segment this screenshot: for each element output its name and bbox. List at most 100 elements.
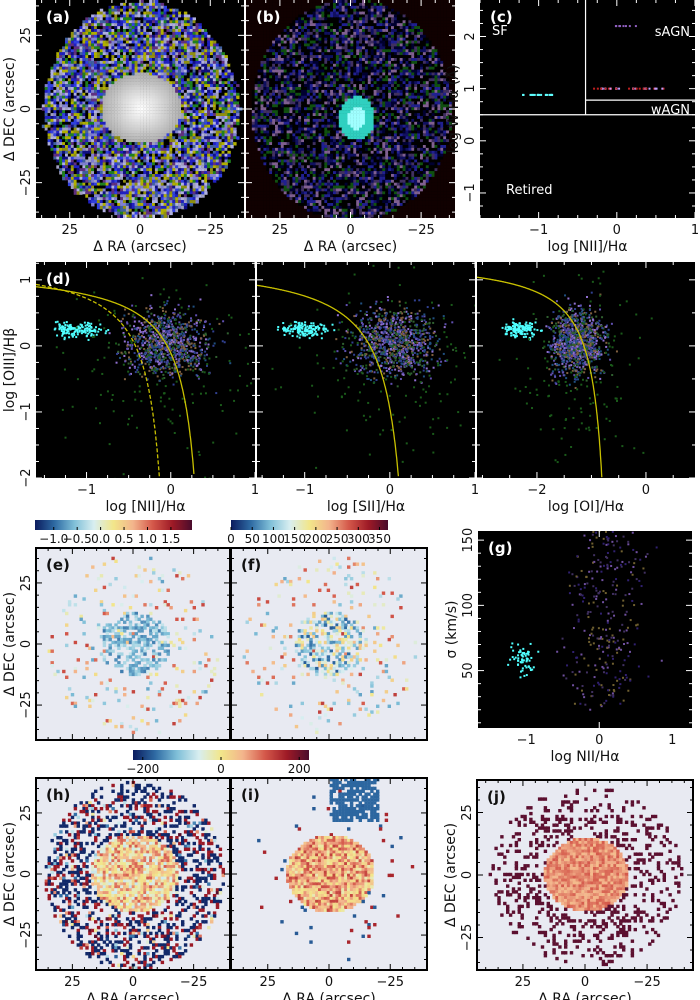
- x-tick-label: 25: [259, 975, 276, 990]
- y-axis-label: log W Hα (Å): [445, 65, 462, 154]
- x-tick-label: −1: [77, 483, 96, 498]
- region-label-sf: SF: [492, 24, 508, 39]
- colorbar-h: −200 0 200: [126, 750, 311, 776]
- region-label-wagn: wAGN: [651, 103, 690, 118]
- x-tick-label: 0: [595, 733, 603, 748]
- colorbar-tick-label: 200: [288, 762, 311, 776]
- panel-c-image: [480, 0, 695, 218]
- colorbar-tick-label: 150: [283, 532, 306, 546]
- panel-d1: −1 0 1 −2 −1 0 1 log [NII]/Hα log [OIII]/Hβ (d): [2, 262, 259, 515]
- y-tick-label: 25: [19, 805, 34, 822]
- panel-b-image: [246, 0, 455, 218]
- y-axis-label: Δ DEC (arcsec): [443, 823, 459, 927]
- panel-frame: [478, 531, 692, 728]
- x-tick-label: 0: [581, 975, 589, 990]
- x-tick-label: 0: [386, 483, 394, 498]
- y-axis-label: Δ DEC (arcsec): [2, 57, 18, 161]
- x-tick-label: 0: [129, 975, 137, 990]
- colorbar-tick-label: 1.0: [138, 532, 157, 546]
- colorbar-tick-label: 0.5: [114, 532, 133, 546]
- y-tick-label: −25: [460, 924, 475, 951]
- x-tick-label: 1: [471, 483, 479, 498]
- x-axis-label: log NII/Hα: [551, 749, 620, 765]
- x-tick-label: 0: [642, 483, 650, 498]
- y-tick-label: 0: [463, 137, 478, 145]
- panel-label: (c): [490, 8, 513, 26]
- panel-label: (d): [46, 270, 70, 288]
- x-axis-label: log [NII]/Hα: [548, 239, 628, 255]
- panel-a: 25 0 −25 −25 0 25 Δ RA (arcsec) Δ DEC (arcsec) (…: [2, 0, 244, 255]
- panel-h-image: [36, 778, 230, 970]
- x-tick-label: −1: [529, 223, 548, 238]
- colorbar-tick-label: 250: [326, 532, 349, 546]
- colorbar-tick-label: 0: [217, 762, 225, 776]
- x-axis-label: Δ RA (arcsec): [304, 239, 397, 255]
- x-axis-label: Δ RA (arcsec): [282, 991, 375, 1000]
- colorbar-tick-label: −1.0: [39, 532, 68, 546]
- x-tick-label: 0: [613, 223, 621, 238]
- panel-label: (g): [488, 539, 512, 557]
- x-tick-label: 0: [167, 483, 175, 498]
- y-axis-label: Δ DEC (arcsec): [2, 592, 18, 696]
- x-tick-label: −25: [180, 975, 207, 990]
- colorbar-tick-label: 1.5: [161, 532, 180, 546]
- y-tick-label: −1: [463, 183, 478, 202]
- panel-frame: [246, 0, 455, 218]
- colorbar-tick-label: 350: [368, 532, 391, 546]
- panel-d3: −2 0 log [OI]/Hα: [476, 262, 695, 515]
- panel-a-image: [36, 0, 244, 218]
- panel-frame: [477, 262, 695, 478]
- x-tick-label: −25: [377, 975, 404, 990]
- y-tick-label: 0: [19, 640, 34, 648]
- x-tick-label: −25: [197, 223, 224, 238]
- panel-label: (b): [256, 8, 280, 26]
- x-axis-label: Δ RA (arcsec): [93, 239, 186, 255]
- x-tick-label: 0: [346, 223, 354, 238]
- y-tick-label: 1: [463, 85, 478, 93]
- y-tick-label: −25: [19, 921, 34, 948]
- panel-frame: [257, 262, 475, 478]
- panel-d2-image: [257, 262, 475, 478]
- y-tick-label: −2: [19, 468, 34, 487]
- y-tick-label: 150: [461, 528, 476, 553]
- y-tick-label: 0: [19, 105, 34, 113]
- y-axis-label: σ (km/s): [444, 600, 460, 658]
- y-tick-label: 50: [461, 662, 476, 679]
- y-axis-label: Δ DEC (arcsec): [2, 822, 18, 926]
- colorbar-tick-label: −200: [126, 762, 159, 776]
- panel-label: (i): [241, 786, 260, 804]
- y-tick-label: 25: [460, 804, 475, 821]
- colorbar-tick-label: −0.5: [63, 532, 92, 546]
- y-tick-label: 25: [19, 575, 34, 592]
- panel-h: 25 0 −25 −25 0 25 Δ RA (arcsec) Δ DEC (arcsec) (…: [2, 777, 231, 1000]
- colorbar-tick-label: 0.0: [91, 532, 110, 546]
- x-axis-label: log [NII]/Hα: [106, 499, 186, 515]
- x-tick-label: 0: [325, 975, 333, 990]
- colorbar-tick-label: 50: [245, 532, 260, 546]
- y-tick-label: −25: [19, 169, 34, 196]
- x-tick-label: 25: [64, 975, 81, 990]
- y-tick-label: 0: [19, 870, 34, 878]
- y-tick-label: −25: [19, 691, 34, 718]
- panel-j: 25 0 −25 −25 0 25 Δ RA (arcsec) Δ DEC (arcsec) (…: [443, 779, 694, 1000]
- panel-g-image: [478, 531, 692, 728]
- colorbar-tick-label: 0: [227, 532, 235, 546]
- colorbar-gradient: [133, 750, 309, 760]
- panel-label: (j): [487, 788, 506, 806]
- x-tick-label: 0: [136, 223, 144, 238]
- panel-label: (h): [46, 786, 70, 804]
- x-tick-label: 1: [251, 483, 259, 498]
- y-tick-label: 100: [461, 593, 476, 618]
- panel-e: −25 0 25Δ DEC (arcsec) (e): [2, 547, 231, 741]
- colorbar-gradient: [35, 520, 192, 530]
- panel-d3-image: [477, 262, 695, 478]
- y-tick-label: 1: [19, 276, 34, 284]
- x-tick-label: 1: [691, 223, 699, 238]
- region-label-retired: Retired: [506, 183, 552, 198]
- panel-label: (f): [241, 556, 261, 574]
- demarcation-curve: [256, 284, 400, 477]
